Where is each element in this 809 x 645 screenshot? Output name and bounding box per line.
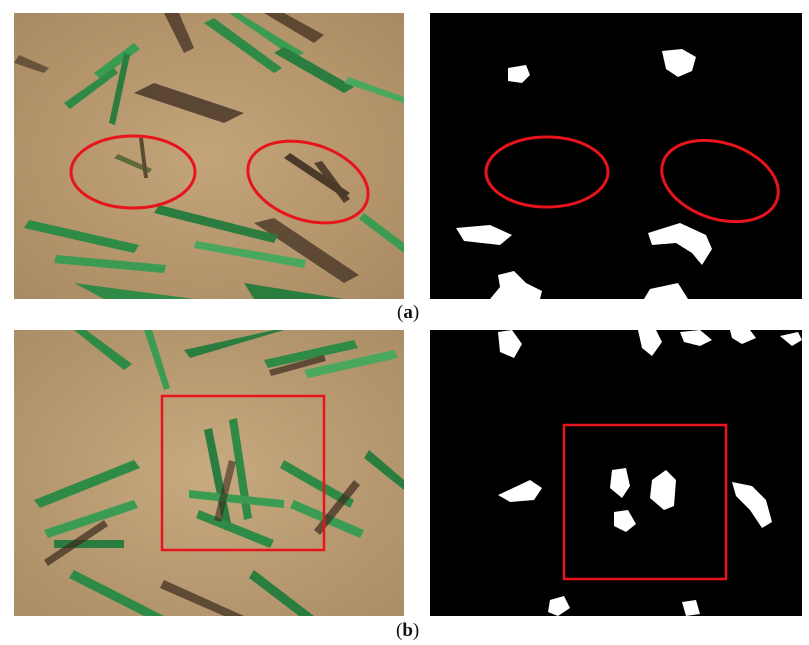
photo-a-scene [14, 13, 404, 299]
annotation-ellipse-left [69, 134, 197, 210]
caption-a: (a) [397, 302, 420, 323]
mask-b [430, 330, 802, 616]
annotation-ellipse-right [660, 138, 780, 224]
annotation-ellipse-left [484, 135, 610, 209]
mask-a-scene [430, 13, 802, 299]
mask-a [430, 13, 802, 299]
mask-b-scene [430, 330, 802, 616]
photo-b [14, 330, 404, 616]
caption-b: (b) [396, 620, 420, 641]
photo-b-scene [14, 330, 404, 616]
annotation-box [160, 394, 326, 552]
photo-a [14, 13, 404, 299]
annotation-ellipse-right [246, 139, 370, 225]
annotation-box [562, 423, 728, 581]
